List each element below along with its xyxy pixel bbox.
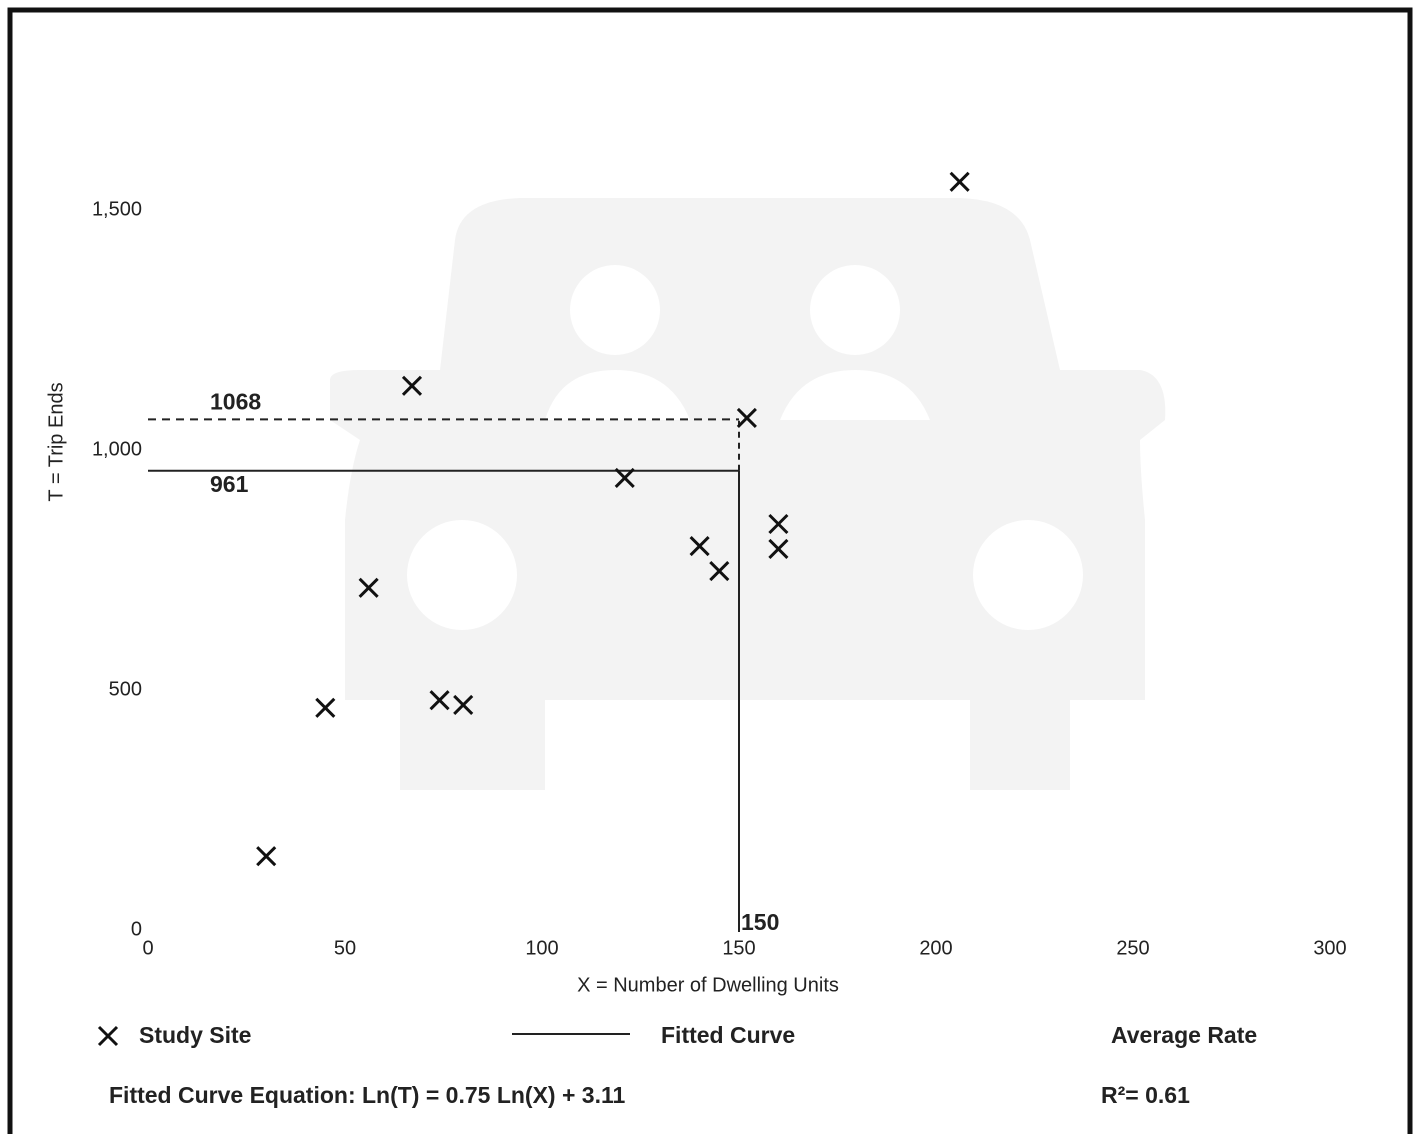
y-tick-label: 500 — [109, 678, 142, 700]
y-tick-label: 1,500 — [92, 198, 142, 220]
data-point — [736, 407, 757, 428]
frame — [7, 7, 1413, 1134]
equation: Fitted Curve Equation: Ln(T) = 0.75 Ln(X… — [109, 1082, 626, 1108]
watermark — [330, 198, 1166, 790]
x-tick-label: 50 — [334, 937, 356, 959]
legend-label: Study Site — [139, 1022, 251, 1048]
legend-label: Fitted Curve — [661, 1022, 795, 1048]
projection-label: 961 — [210, 471, 249, 497]
data-point — [949, 171, 970, 192]
projection-label: 1068 — [210, 388, 261, 414]
r-squared: R²= 0.61 — [1101, 1082, 1190, 1108]
x-tick-label: 300 — [1313, 937, 1346, 959]
data-point — [429, 690, 450, 711]
legend-marker — [97, 1025, 119, 1047]
data-point — [453, 694, 474, 716]
x-tick-label: 200 — [919, 937, 952, 959]
data-point — [401, 375, 423, 396]
projection-label: 150 — [741, 909, 779, 935]
x-tick-label: 150 — [722, 937, 755, 959]
y-tick-label: 1,000 — [92, 438, 142, 460]
data-point — [358, 577, 379, 598]
data-point — [768, 513, 789, 535]
legend-label: Average Rate — [1111, 1022, 1257, 1048]
data-point — [315, 697, 336, 718]
data-point — [256, 846, 277, 867]
data-point — [768, 538, 789, 560]
x-tick-label: 100 — [525, 937, 558, 959]
x-tick-label: 0 — [142, 937, 153, 959]
data-point — [614, 467, 635, 488]
x-axis-title: X = Number of Dwelling Units — [577, 974, 839, 996]
y-tick-label: 0 — [131, 918, 142, 940]
x-tick-label: 250 — [1116, 937, 1149, 959]
y-axis-title: T = Trip Ends — [45, 382, 67, 501]
data-point — [709, 560, 730, 582]
data-point — [689, 536, 710, 557]
